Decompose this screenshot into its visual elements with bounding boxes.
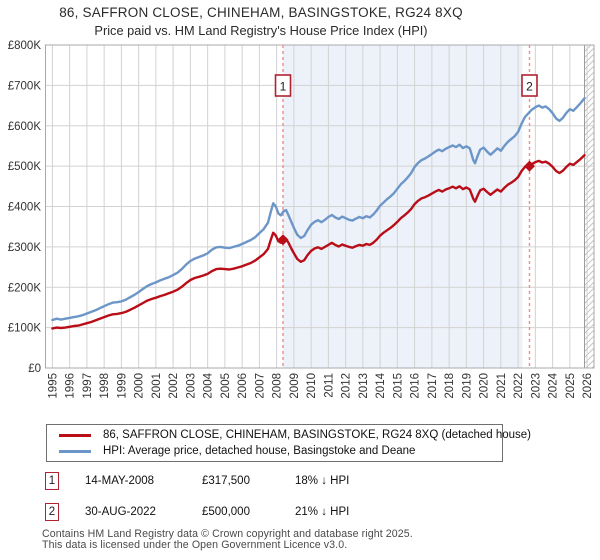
sale-2-number-badge: 2 (45, 503, 59, 521)
property-price-line (51, 153, 586, 330)
property-line-swatch (59, 433, 91, 437)
x-tick-label: 1997 (82, 373, 94, 399)
chart-legend: 86, SAFFRON CLOSE, CHINEHAM, BASINGSTOKE… (46, 424, 531, 462)
x-tick-label: 2026 (582, 373, 594, 399)
x-tick-label: 1998 (99, 373, 111, 399)
x-tick-label: 2008 (272, 373, 284, 399)
x-tick-label: 2001 (151, 373, 163, 399)
x-tick-label: 2023 (530, 373, 542, 399)
x-tick-label: 1995 (47, 373, 59, 399)
footer-line-2: This data is licensed under the Open Gov… (42, 538, 348, 551)
y-tick-label: £600K (8, 121, 42, 133)
x-tick-label: 2017 (427, 373, 439, 399)
legend-item-property: 86, SAFFRON CLOSE, CHINEHAM, BASINGSTOKE… (47, 427, 531, 443)
sale-1-price: £317,500 (202, 475, 250, 487)
footer-line-1: Contains HM Land Registry data © Crown c… (42, 528, 413, 540)
x-tick-label: 2025 (565, 373, 577, 399)
y-tick-label: £300K (8, 242, 42, 254)
x-tick-label: 2013 (358, 373, 370, 399)
x-tick-label: 2006 (237, 373, 249, 399)
y-tick-label: £800K (8, 40, 42, 52)
license-footer: Contains HM Land Registry data © Crown c… (42, 529, 413, 550)
sale-annotation-1: 1 14-MAY-2008 £317,500 18% ↓ HPI (0, 472, 600, 494)
y-tick-label: £700K (8, 80, 42, 92)
x-tick-label: 2014 (375, 372, 387, 398)
legend-label-property: 86, SAFFRON CLOSE, CHINEHAM, BASINGSTOKE… (103, 429, 531, 441)
x-tick-label: 2022 (513, 373, 525, 399)
sale-1-hpi-diff: 18% ↓ HPI (295, 475, 350, 487)
sale-annotation-2: 2 30-AUG-2022 £500,000 21% ↓ HPI (0, 503, 600, 525)
x-tick-label: 2009 (289, 373, 301, 399)
page-title: 86, SAFFRON CLOSE, CHINEHAM, BASINGSTOKE… (59, 5, 463, 20)
plot-border (45, 44, 595, 369)
sale-2-hpi-diff: 21% ↓ HPI (295, 506, 350, 518)
sale-1-date: 14-MAY-2008 (85, 475, 155, 487)
sale-2-label-box (521, 74, 538, 97)
sale-1-label-text: 1 (280, 80, 287, 94)
sale-1-number-badge: 1 (45, 472, 59, 490)
x-tick-label: 2004 (203, 372, 215, 398)
sale-2-label-text: 2 (526, 80, 533, 94)
y-tick-label: £0 (28, 363, 41, 375)
y-tick-label: £100K (8, 323, 42, 335)
chart-header: 86, SAFFRON CLOSE, CHINEHAM, BASINGSTOKE… (0, 5, 522, 38)
y-tick-label: £200K (8, 282, 42, 294)
legend-item-hpi: HPI: Average price, detached house, Basi… (47, 443, 502, 459)
legend-label-hpi: HPI: Average price, detached house, Basi… (103, 445, 416, 457)
x-tick-label: 2024 (548, 372, 560, 398)
x-tick-label: 2018 (444, 373, 456, 399)
x-tick-label: 2012 (341, 373, 353, 399)
hpi-line-swatch (59, 449, 91, 453)
x-tick-label: 2016 (410, 373, 422, 399)
x-tick-label: 2015 (392, 373, 404, 399)
x-tick-label: 2007 (254, 373, 266, 399)
y-tick-label: £500K (8, 161, 42, 173)
x-tick-label: 1999 (116, 373, 128, 399)
x-tick-label: 2019 (461, 373, 473, 399)
sale-2-price: £500,000 (202, 506, 250, 518)
x-tick-label: 2002 (168, 373, 180, 399)
x-tick-label: 2000 (134, 373, 146, 399)
x-tick-label: 2010 (306, 373, 318, 399)
sale-2-date: 30-AUG-2022 (85, 506, 156, 518)
x-tick-label: 2021 (496, 373, 508, 399)
hpi-line (51, 97, 586, 322)
x-tick-label: 2011 (323, 373, 335, 398)
x-tick-label: 1996 (65, 373, 77, 399)
page-subtitle: Price paid vs. HM Land Registry's House … (94, 23, 428, 38)
x-tick-label: 2020 (479, 373, 491, 399)
sale-1-marker (277, 234, 289, 246)
x-tick-label: 2005 (220, 373, 232, 399)
price-history-chart: 1 2 £0 £100K £200K £300K £400K £500K £600K £700K £… (8, 40, 595, 399)
future-hatch-region (584, 45, 594, 368)
sale-1-label-box (274, 74, 292, 97)
sale-2-marker (523, 160, 535, 172)
y-tick-label: £400K (8, 202, 42, 214)
x-tick-label: 2003 (185, 373, 197, 399)
